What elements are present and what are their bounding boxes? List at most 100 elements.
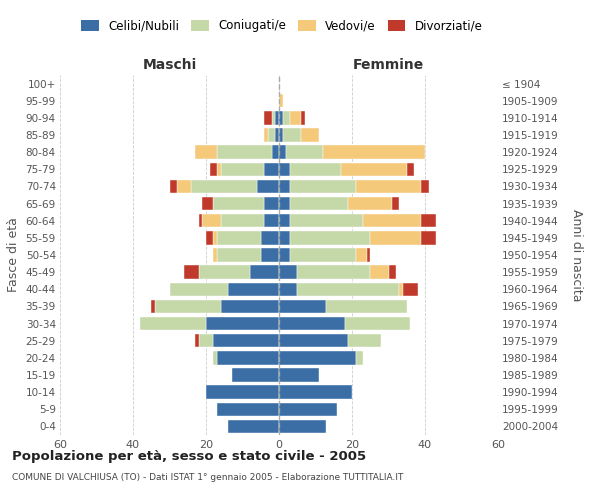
Bar (290, 180, 356, 193)
Bar (177, 180, 191, 193)
Bar (214, 248, 217, 262)
Bar (217, 351, 279, 364)
Bar (370, 231, 421, 244)
Bar (400, 282, 403, 296)
Bar (279, 386, 352, 399)
Bar (279, 180, 290, 193)
Bar (214, 351, 217, 364)
Bar (265, 197, 279, 210)
Bar (323, 146, 425, 159)
Bar (279, 111, 283, 124)
Bar (202, 197, 214, 210)
Bar (151, 300, 155, 313)
Bar (221, 300, 279, 313)
Bar (279, 368, 319, 382)
Bar (279, 300, 326, 313)
Bar (140, 317, 206, 330)
Bar (297, 266, 370, 279)
Bar (421, 231, 436, 244)
Bar (279, 317, 344, 330)
Bar (421, 180, 428, 193)
Bar (199, 214, 202, 228)
Bar (232, 368, 279, 382)
Bar (290, 248, 356, 262)
Bar (297, 282, 400, 296)
Bar (403, 282, 418, 296)
Bar (356, 351, 363, 364)
Bar (257, 180, 279, 193)
Bar (221, 162, 265, 176)
Y-axis label: Anni di nascita: Anni di nascita (570, 209, 583, 301)
Bar (268, 128, 275, 141)
Bar (283, 111, 290, 124)
Bar (290, 231, 370, 244)
Bar (290, 214, 363, 228)
Bar (279, 162, 290, 176)
Bar (206, 317, 279, 330)
Bar (265, 128, 268, 141)
Bar (344, 317, 410, 330)
Bar (184, 266, 199, 279)
Bar (301, 128, 319, 141)
Bar (261, 231, 279, 244)
Bar (279, 94, 283, 108)
Bar (326, 300, 407, 313)
Bar (202, 214, 221, 228)
Bar (228, 282, 279, 296)
Bar (356, 180, 421, 193)
Bar (279, 231, 290, 244)
Bar (279, 128, 283, 141)
Bar (370, 266, 389, 279)
Bar (217, 162, 221, 176)
Bar (286, 146, 323, 159)
Bar (155, 300, 221, 313)
Bar (214, 334, 279, 347)
Bar (290, 162, 341, 176)
Bar (279, 266, 297, 279)
Bar (279, 334, 349, 347)
Bar (199, 334, 214, 347)
Bar (279, 282, 297, 296)
Bar (265, 162, 279, 176)
Bar (191, 180, 257, 193)
Bar (421, 214, 436, 228)
Bar (169, 180, 177, 193)
Bar (217, 146, 272, 159)
Text: Femmine: Femmine (353, 58, 424, 71)
Bar (279, 402, 337, 416)
Bar (279, 146, 286, 159)
Legend: Celibi/Nubili, Coniugati/e, Vedovi/e, Divorziati/e: Celibi/Nubili, Coniugati/e, Vedovi/e, Di… (78, 16, 486, 36)
Bar (392, 197, 400, 210)
Bar (265, 111, 272, 124)
Bar (206, 386, 279, 399)
Bar (407, 162, 414, 176)
Bar (363, 214, 421, 228)
Text: Maschi: Maschi (142, 58, 197, 71)
Bar (349, 334, 381, 347)
Bar (213, 197, 265, 210)
Text: Popolazione per età, sesso e stato civile - 2005: Popolazione per età, sesso e stato civil… (12, 450, 366, 463)
Bar (272, 111, 275, 124)
Bar (389, 266, 396, 279)
Bar (169, 282, 228, 296)
Bar (279, 248, 290, 262)
Bar (275, 128, 279, 141)
Bar (209, 162, 217, 176)
Bar (195, 146, 217, 159)
Bar (195, 334, 199, 347)
Bar (214, 231, 217, 244)
Text: COMUNE DI VALCHIUSA (TO) - Dati ISTAT 1° gennaio 2005 - Elaborazione TUTTITALIA.: COMUNE DI VALCHIUSA (TO) - Dati ISTAT 1°… (12, 472, 403, 482)
Bar (228, 420, 279, 433)
Bar (261, 248, 279, 262)
Bar (301, 111, 305, 124)
Bar (367, 248, 370, 262)
Bar (349, 197, 392, 210)
Bar (250, 266, 279, 279)
Bar (272, 146, 279, 159)
Bar (206, 231, 214, 244)
Bar (199, 266, 250, 279)
Bar (275, 111, 279, 124)
Bar (217, 248, 261, 262)
Bar (279, 351, 356, 364)
Bar (221, 214, 265, 228)
